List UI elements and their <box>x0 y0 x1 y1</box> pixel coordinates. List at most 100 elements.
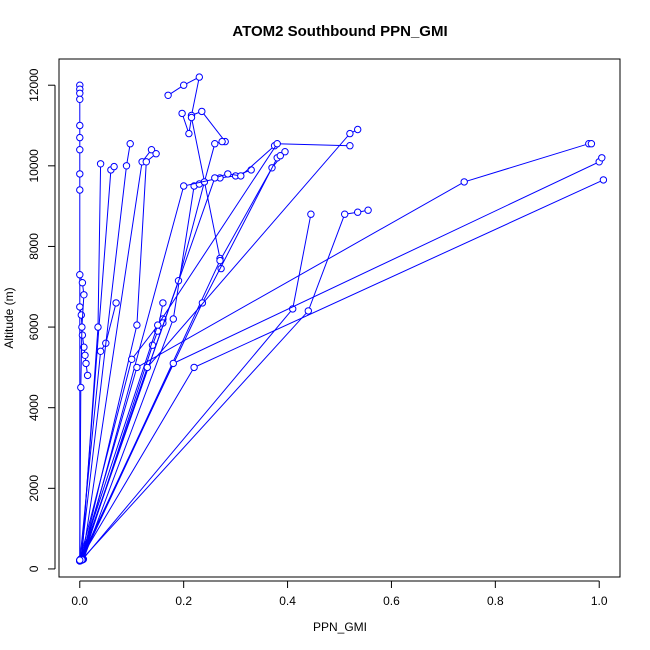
data-point <box>128 355 136 363</box>
x-axis: 0.0 0.2 0.4 0.6 0.8 1.0 <box>71 580 608 608</box>
data-point <box>122 162 131 170</box>
series-layer <box>76 73 608 565</box>
series-2 <box>76 303 92 380</box>
series-3 <box>76 271 88 565</box>
data-point <box>247 166 255 174</box>
y-tick-label: 6000 <box>27 313 41 340</box>
data-point <box>142 158 151 166</box>
series-23 <box>77 206 372 564</box>
y-tick-label: 0 <box>27 565 41 572</box>
data-point <box>195 73 204 81</box>
y-tick-label: 4000 <box>27 394 41 421</box>
series-line <box>79 179 604 561</box>
y-tick-label: 8000 <box>27 233 41 260</box>
data-point <box>237 172 245 180</box>
data-point <box>281 148 289 156</box>
data-point <box>354 125 362 134</box>
series-line <box>81 157 603 560</box>
data-point <box>169 315 178 323</box>
data-point <box>180 182 188 190</box>
data-point <box>94 323 102 331</box>
y-axis: 0 2000 4000 6000 8000 10000 12000 <box>27 68 56 572</box>
series-1 <box>76 81 84 564</box>
data-point <box>78 331 87 339</box>
data-point <box>587 140 596 148</box>
data-point <box>147 146 156 154</box>
data-point <box>154 321 162 329</box>
data-point <box>273 140 281 148</box>
y-tick-label: 10000 <box>27 149 41 183</box>
y-axis-label: Altitude (m) <box>2 287 16 348</box>
data-point <box>169 359 178 368</box>
data-point <box>76 303 84 311</box>
data-point <box>224 170 232 178</box>
data-point <box>96 160 105 168</box>
x-tick-label: 0.6 <box>383 594 400 608</box>
series-16 <box>78 166 255 563</box>
series-line <box>81 129 358 560</box>
series-20 <box>76 140 354 565</box>
data-point <box>76 146 84 154</box>
x-axis-label: PPN_GMI <box>313 620 367 634</box>
data-point <box>133 321 141 329</box>
chart-title: ATOM2 Southbound PPN_GMI <box>232 23 447 40</box>
data-point <box>143 363 152 372</box>
data-point <box>198 107 206 116</box>
data-point <box>80 291 88 299</box>
y-tick-label: 12000 <box>27 68 41 102</box>
data-point <box>180 81 188 89</box>
data-point <box>76 170 84 178</box>
series-line <box>80 209 369 561</box>
data-point <box>178 109 186 118</box>
series-line <box>81 153 157 560</box>
data-point <box>76 121 84 130</box>
data-point <box>78 323 86 331</box>
data-point <box>76 89 84 98</box>
series-line <box>167 76 226 142</box>
series-line <box>82 302 164 560</box>
series-line <box>79 143 350 561</box>
data-point <box>77 383 85 392</box>
data-point <box>598 154 606 162</box>
y-tick-label: 2000 <box>27 475 41 502</box>
data-point <box>159 299 167 307</box>
data-point <box>164 91 172 100</box>
data-point <box>276 152 284 160</box>
data-point <box>346 129 354 138</box>
data-point <box>190 363 198 372</box>
data-point <box>216 256 224 265</box>
x-tick-label: 0.2 <box>175 594 192 608</box>
series-line <box>80 151 286 560</box>
series-line <box>81 169 252 560</box>
data-point <box>341 210 349 218</box>
data-point <box>112 299 120 307</box>
plot-frame <box>58 58 621 578</box>
data-point <box>81 351 89 359</box>
data-point <box>110 162 118 171</box>
data-point <box>82 359 90 368</box>
data-point <box>96 347 105 355</box>
data-point <box>76 186 84 194</box>
data-point <box>599 176 608 184</box>
series-line <box>79 302 117 561</box>
series-24 <box>77 140 596 564</box>
data-point <box>354 208 362 216</box>
data-point <box>76 271 84 279</box>
data-point <box>77 311 86 319</box>
series-17 <box>77 142 279 564</box>
series-line <box>80 143 592 561</box>
data-point <box>187 113 196 122</box>
x-tick-label: 1.0 <box>591 594 608 608</box>
data-point <box>126 140 134 148</box>
data-point <box>364 206 372 214</box>
data-point <box>133 363 141 372</box>
data-point <box>211 174 219 182</box>
data-point <box>83 371 92 380</box>
data-point <box>307 210 315 218</box>
series-13 <box>164 73 229 146</box>
data-point <box>76 95 84 104</box>
x-tick-label: 0.0 <box>71 594 88 608</box>
data-point <box>346 142 354 150</box>
data-point <box>185 129 193 138</box>
